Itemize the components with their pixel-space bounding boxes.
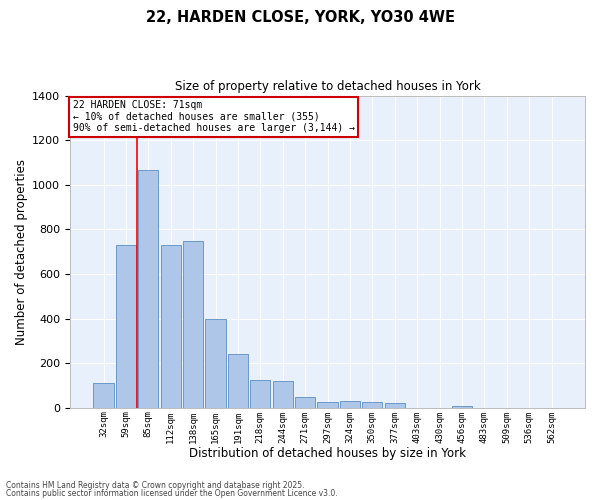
Text: 22, HARDEN CLOSE, YORK, YO30 4WE: 22, HARDEN CLOSE, YORK, YO30 4WE bbox=[146, 10, 455, 25]
Bar bbox=[340, 401, 360, 408]
Text: Contains public sector information licensed under the Open Government Licence v3: Contains public sector information licen… bbox=[6, 489, 338, 498]
Bar bbox=[205, 318, 226, 408]
Bar bbox=[452, 406, 472, 408]
Text: 22 HARDEN CLOSE: 71sqm
← 10% of detached houses are smaller (355)
90% of semi-de: 22 HARDEN CLOSE: 71sqm ← 10% of detached… bbox=[73, 100, 355, 134]
Title: Size of property relative to detached houses in York: Size of property relative to detached ho… bbox=[175, 80, 481, 93]
Bar bbox=[138, 170, 158, 408]
Bar bbox=[161, 245, 181, 408]
Bar bbox=[228, 354, 248, 408]
Bar bbox=[183, 240, 203, 408]
Bar bbox=[385, 404, 405, 408]
Bar bbox=[250, 380, 271, 408]
Text: Contains HM Land Registry data © Crown copyright and database right 2025.: Contains HM Land Registry data © Crown c… bbox=[6, 480, 305, 490]
Bar bbox=[272, 381, 293, 408]
Bar bbox=[116, 245, 136, 408]
Bar bbox=[295, 396, 315, 408]
Bar bbox=[317, 402, 338, 408]
Bar bbox=[362, 402, 382, 408]
X-axis label: Distribution of detached houses by size in York: Distribution of detached houses by size … bbox=[189, 447, 466, 460]
Y-axis label: Number of detached properties: Number of detached properties bbox=[15, 158, 28, 344]
Bar bbox=[94, 384, 113, 408]
